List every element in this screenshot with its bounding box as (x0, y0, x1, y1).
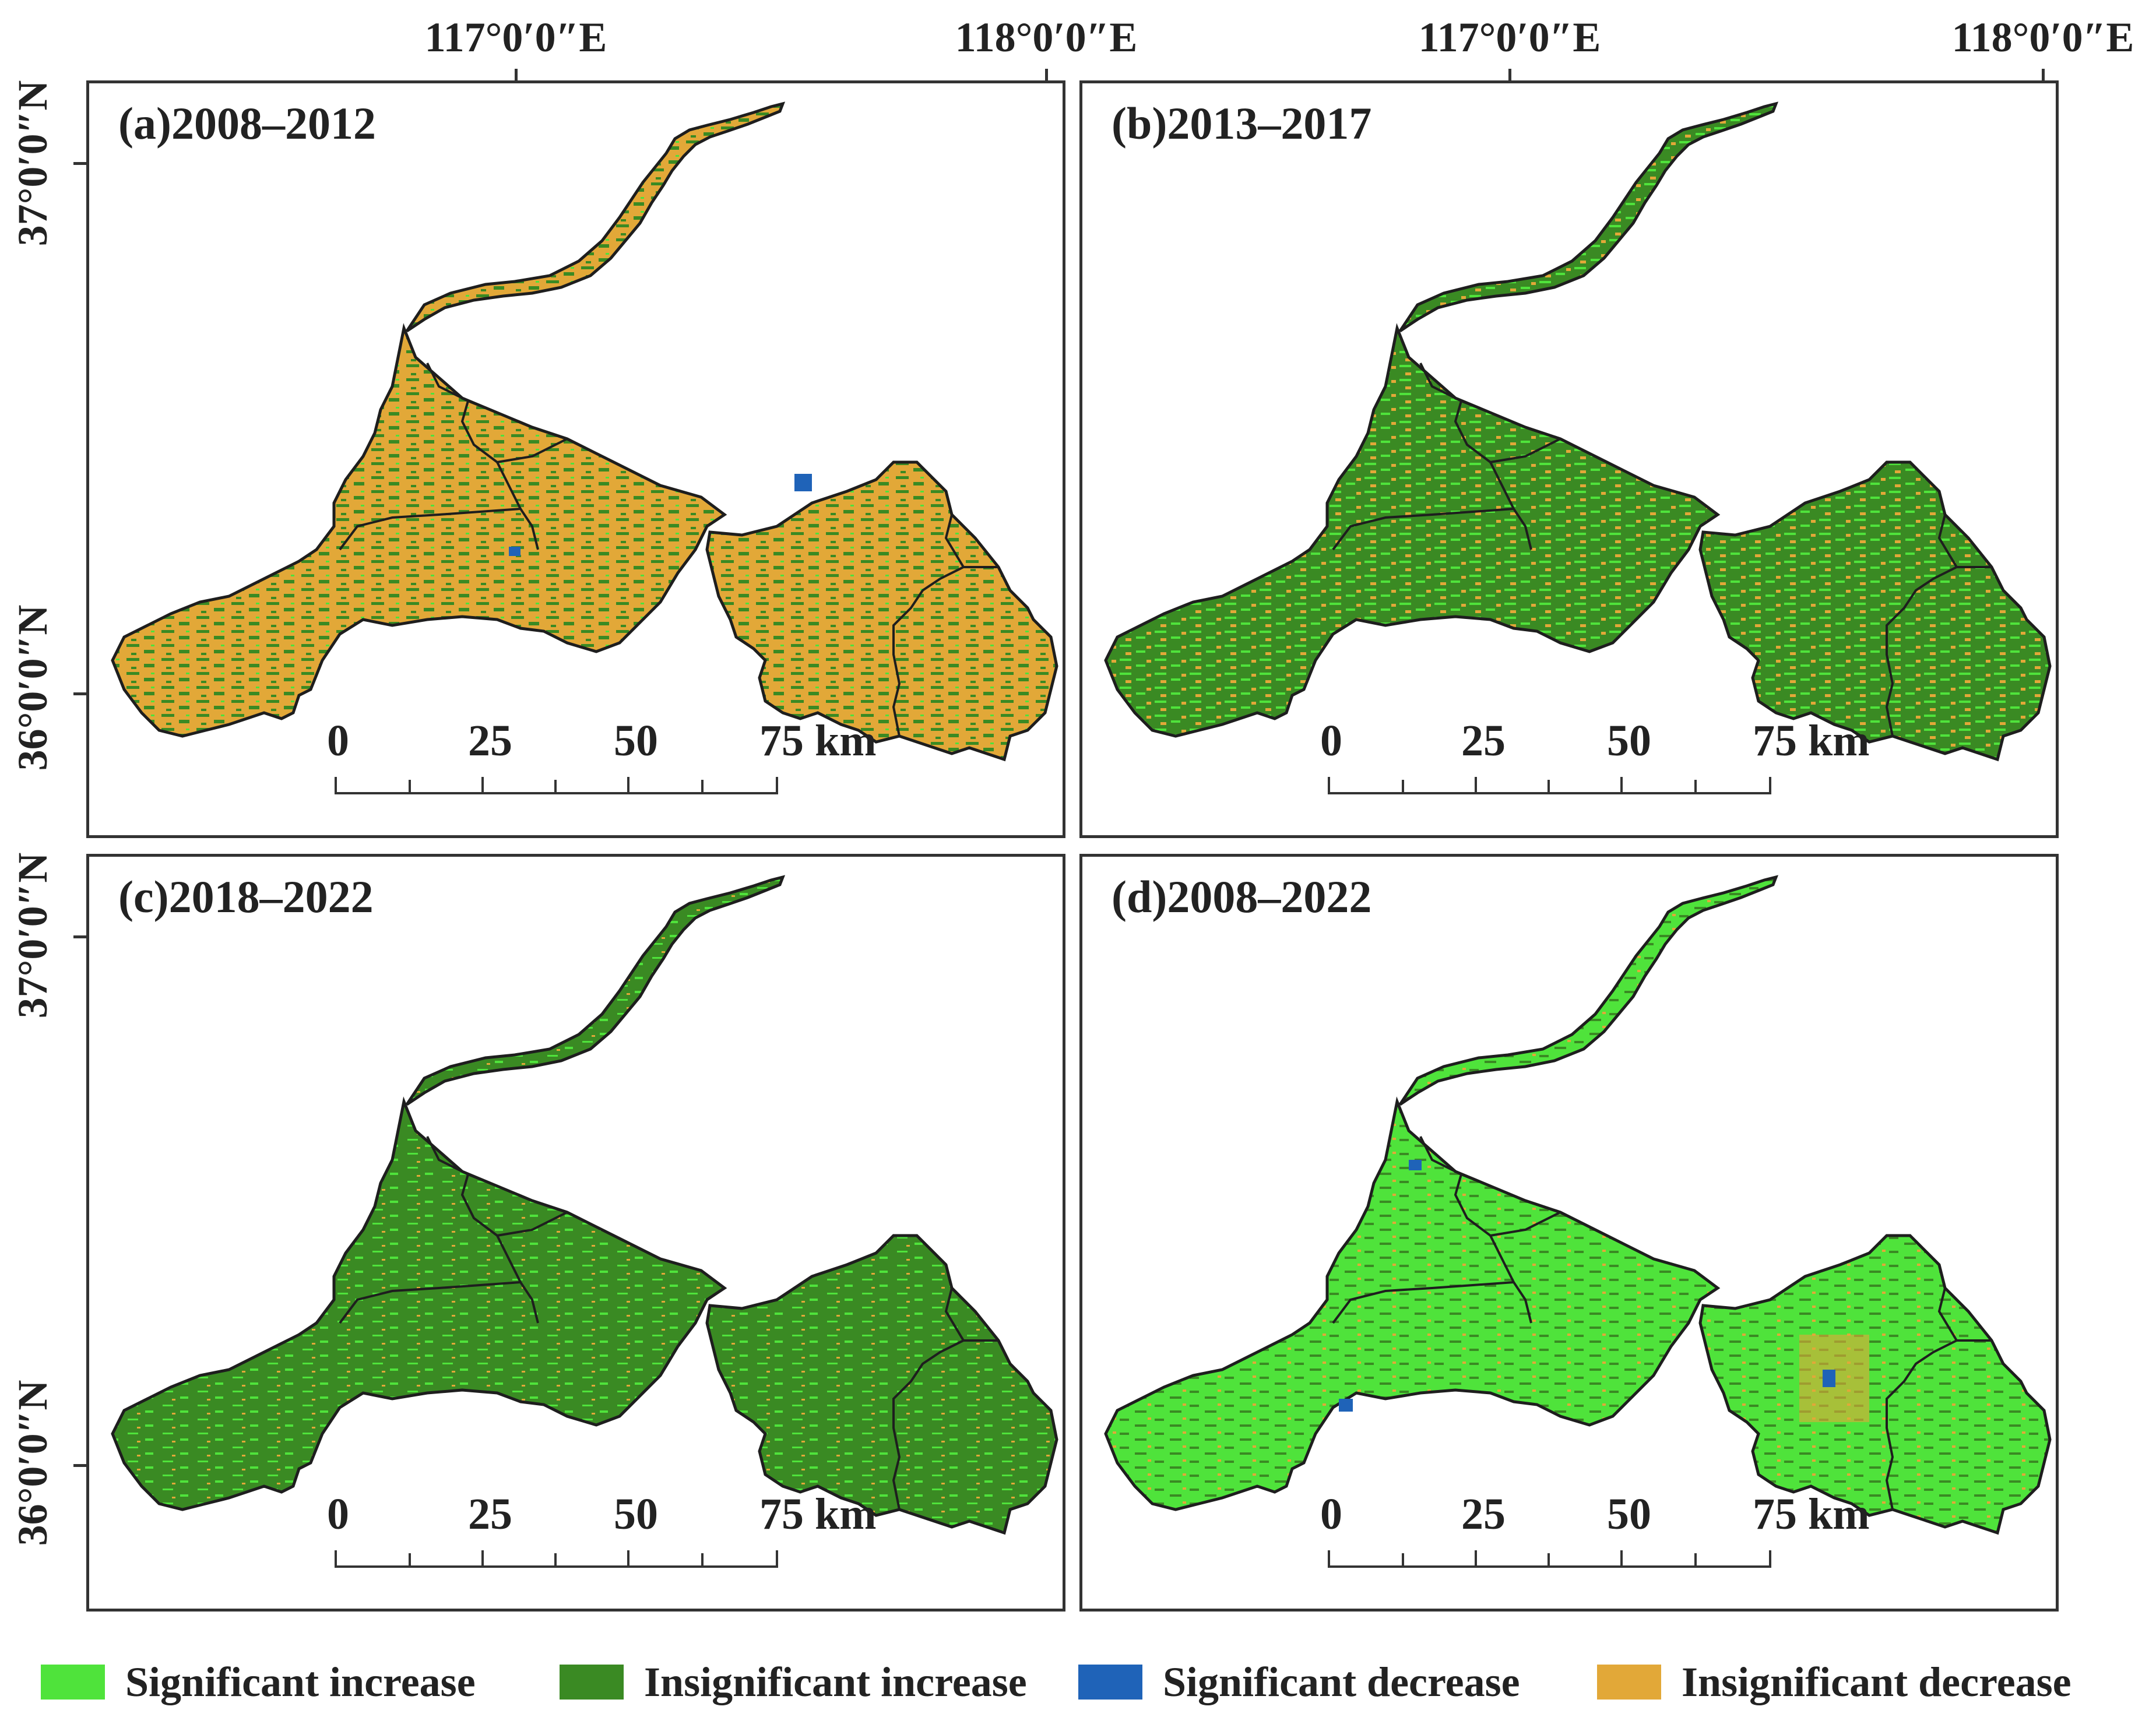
panel-title-a: (a)2008–2012 (118, 98, 376, 149)
scale-label-25: 25 (468, 1490, 512, 1539)
legend-label: Insignificant increase (644, 1659, 1027, 1705)
map-panel-a: (a)2008–2012 0 25 50 75 km (86, 80, 1065, 838)
scale-label-50: 50 (614, 716, 658, 765)
scalebar-c: 0 25 50 75 km (327, 1490, 877, 1585)
scale-label-0: 0 (327, 716, 349, 765)
lon-label-117: 117°0′0″E (424, 14, 607, 61)
scale-line-b (1328, 777, 1771, 794)
legend-swatch (560, 1665, 624, 1700)
scalebar-b: 0 25 50 75 km (1320, 716, 1870, 812)
scale-line-a (335, 777, 778, 794)
scale-label-25: 25 (468, 716, 512, 765)
lon-label-118-right: 118°0′0″E (1951, 14, 2134, 61)
legend-label: Significant increase (125, 1659, 476, 1705)
legend-label: Insignificant decrease (1682, 1659, 2071, 1705)
lon-label-117-right: 117°0′0″E (1418, 14, 1601, 61)
lat-label-36-bottom: 36°0′0″N (9, 1380, 56, 1546)
map-panel-d: (d)2008–2022 0 25 50 75 km (1079, 854, 2059, 1612)
scale-label-0: 0 (1320, 1490, 1342, 1539)
map-d (1082, 857, 2062, 1614)
lat-label-37-bottom: 37°0′0″N (9, 852, 56, 1019)
panel-title-b: (b)2013–2017 (1112, 98, 1372, 149)
scale-label-75: 75 km (1753, 716, 1870, 765)
scale-label-25: 25 (1461, 716, 1506, 765)
map-panel-c: (c)2018–2022 0 25 50 75 km (86, 854, 1065, 1612)
legend-swatch (1078, 1665, 1142, 1700)
lat-label-36-top: 36°0′0″N (9, 604, 56, 771)
scalebar-a: 0 25 50 75 km (327, 716, 877, 812)
scale-line-d (1328, 1550, 1771, 1568)
scale-label-0: 0 (1320, 716, 1342, 765)
scale-label-50: 50 (614, 1490, 658, 1539)
scale-label-25: 25 (1461, 1490, 1506, 1539)
lat-label-37-top: 37°0′0″N (9, 80, 56, 247)
scale-label-75: 75 km (1753, 1490, 1870, 1539)
scale-label-0: 0 (327, 1490, 349, 1539)
scale-line-c (335, 1550, 778, 1568)
map-panel-b: (b)2013–2017 0 25 50 75 km (1079, 80, 2059, 838)
legend-swatch (1597, 1665, 1661, 1700)
scale-label-50: 50 (1607, 1490, 1651, 1539)
legend-swatch (41, 1665, 105, 1700)
legend: Significant increase Insignificant incre… (41, 1656, 2116, 1709)
scale-label-75: 75 km (759, 716, 877, 765)
scalebar-d: 0 25 50 75 km (1320, 1490, 1870, 1585)
panel-title-d: (d)2008–2022 (1112, 871, 1372, 922)
map-a (89, 83, 1068, 841)
legend-label: Significant decrease (1163, 1659, 1520, 1705)
panel-title-c: (c)2018–2022 (118, 871, 374, 922)
scale-label-50: 50 (1607, 716, 1651, 765)
scale-label-75: 75 km (759, 1490, 877, 1539)
lon-label-118: 118°0′0″E (955, 14, 1138, 61)
